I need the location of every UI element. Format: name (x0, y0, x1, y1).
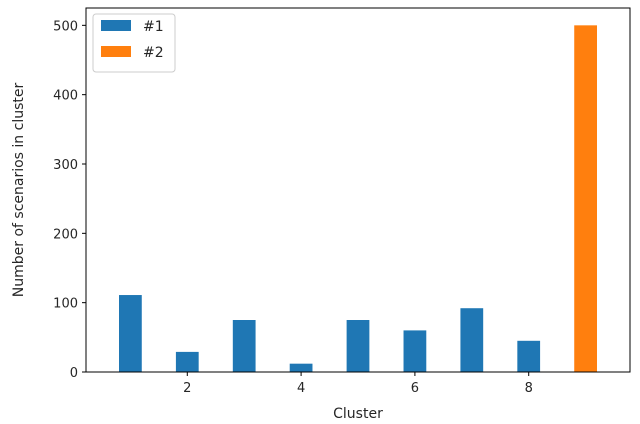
x-tick-label: 2 (183, 381, 191, 396)
bar-series-1-cluster-5 (346, 320, 370, 372)
y-tick-label: 400 (53, 89, 78, 104)
y-tick-label: 0 (70, 366, 78, 381)
x-tick-label: 8 (525, 381, 533, 396)
legend-label-series-2: #2 (143, 45, 164, 61)
bar-series-1-cluster-4 (289, 363, 313, 372)
x-axis-label: Cluster (333, 406, 383, 422)
legend-swatch-series-2 (101, 46, 131, 57)
y-tick-label: 100 (53, 297, 78, 312)
x-tick-label: 4 (297, 381, 305, 396)
bar-series-2-cluster-9 (574, 25, 597, 372)
y-axis-label: Number of scenarios in cluster (11, 83, 27, 298)
legend: #1 #2 (92, 13, 176, 73)
legend-label-series-1: #1 (143, 19, 164, 35)
y-tick-label: 200 (53, 227, 78, 242)
legend-swatch-series-1 (101, 20, 131, 31)
bar-series-1-cluster-1 (119, 295, 142, 372)
axes-group (85, 7, 631, 373)
bar-series-1-cluster-8 (517, 340, 541, 372)
ticks-group: 2 4 6 8 0 100 200 300 400 500 (53, 19, 533, 396)
x-tick-label: 6 (411, 381, 419, 396)
plot-frame (85, 7, 631, 373)
bars-group (119, 25, 597, 372)
bar-series-1-cluster-7 (460, 308, 484, 372)
y-tick-label: 500 (53, 19, 78, 34)
bar-series-1-cluster-3 (232, 320, 256, 372)
y-tick-label: 300 (53, 158, 78, 173)
bar-series-1-cluster-6 (403, 330, 427, 372)
bar-series-1-cluster-2 (175, 351, 199, 372)
